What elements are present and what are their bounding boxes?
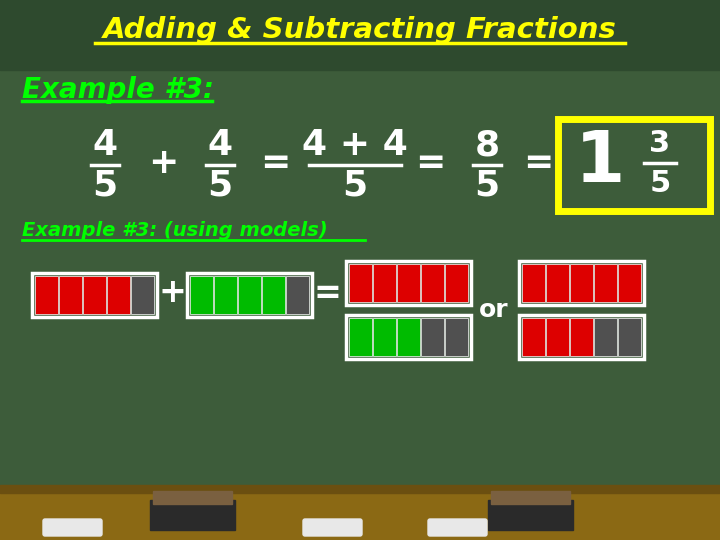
Text: =: = xyxy=(523,146,553,180)
FancyBboxPatch shape xyxy=(43,519,102,536)
Text: 4: 4 xyxy=(92,128,117,162)
Bar xyxy=(491,491,570,504)
Text: Example #3: (using models): Example #3: (using models) xyxy=(22,220,328,240)
Bar xyxy=(187,273,312,317)
Bar xyxy=(558,119,710,211)
Bar xyxy=(570,264,593,302)
FancyBboxPatch shape xyxy=(303,519,362,536)
Text: 5: 5 xyxy=(649,168,670,198)
Bar xyxy=(286,276,309,314)
Bar xyxy=(214,276,237,314)
Text: 1: 1 xyxy=(575,129,625,198)
Bar xyxy=(238,276,261,314)
Text: =: = xyxy=(260,146,290,180)
Text: +: + xyxy=(158,276,186,309)
Bar xyxy=(32,273,157,317)
Bar xyxy=(349,264,372,302)
Text: 3: 3 xyxy=(649,129,670,158)
Bar xyxy=(618,264,641,302)
Bar xyxy=(153,491,232,504)
Bar xyxy=(0,0,720,70)
Bar xyxy=(618,318,641,356)
Bar xyxy=(421,264,444,302)
Bar xyxy=(83,276,106,314)
Text: or: or xyxy=(480,298,509,322)
Bar xyxy=(346,261,471,305)
Bar xyxy=(150,500,235,530)
Bar xyxy=(546,264,569,302)
Text: 4 + 4: 4 + 4 xyxy=(302,128,408,162)
Text: 5: 5 xyxy=(92,168,117,202)
Text: +: + xyxy=(148,146,178,180)
Bar xyxy=(397,264,420,302)
Text: 5: 5 xyxy=(343,168,368,202)
Bar xyxy=(59,276,82,314)
Text: 8: 8 xyxy=(474,128,500,162)
Bar xyxy=(519,261,644,305)
Bar xyxy=(522,264,545,302)
Bar xyxy=(570,318,593,356)
Text: 5: 5 xyxy=(474,168,500,202)
Bar xyxy=(0,488,720,540)
Bar xyxy=(445,318,468,356)
Bar xyxy=(131,276,154,314)
Bar xyxy=(488,500,573,530)
Bar xyxy=(522,318,545,356)
Bar xyxy=(107,276,130,314)
Text: =: = xyxy=(415,146,445,180)
Bar xyxy=(373,264,396,302)
Bar xyxy=(421,318,444,356)
Bar xyxy=(0,485,720,493)
Bar xyxy=(519,315,644,359)
Text: =: = xyxy=(313,276,341,309)
Bar xyxy=(35,276,58,314)
Bar xyxy=(594,318,617,356)
Bar xyxy=(190,276,213,314)
Text: Adding & Subtracting Fractions: Adding & Subtracting Fractions xyxy=(103,16,617,44)
FancyBboxPatch shape xyxy=(428,519,487,536)
Bar xyxy=(349,318,372,356)
Text: 4: 4 xyxy=(207,128,233,162)
Bar xyxy=(397,318,420,356)
Text: 5: 5 xyxy=(207,168,233,202)
Text: Example #3:: Example #3: xyxy=(22,76,214,104)
Bar xyxy=(445,264,468,302)
Bar xyxy=(594,264,617,302)
Bar xyxy=(546,318,569,356)
Bar xyxy=(262,276,285,314)
Bar xyxy=(346,315,471,359)
Bar xyxy=(373,318,396,356)
